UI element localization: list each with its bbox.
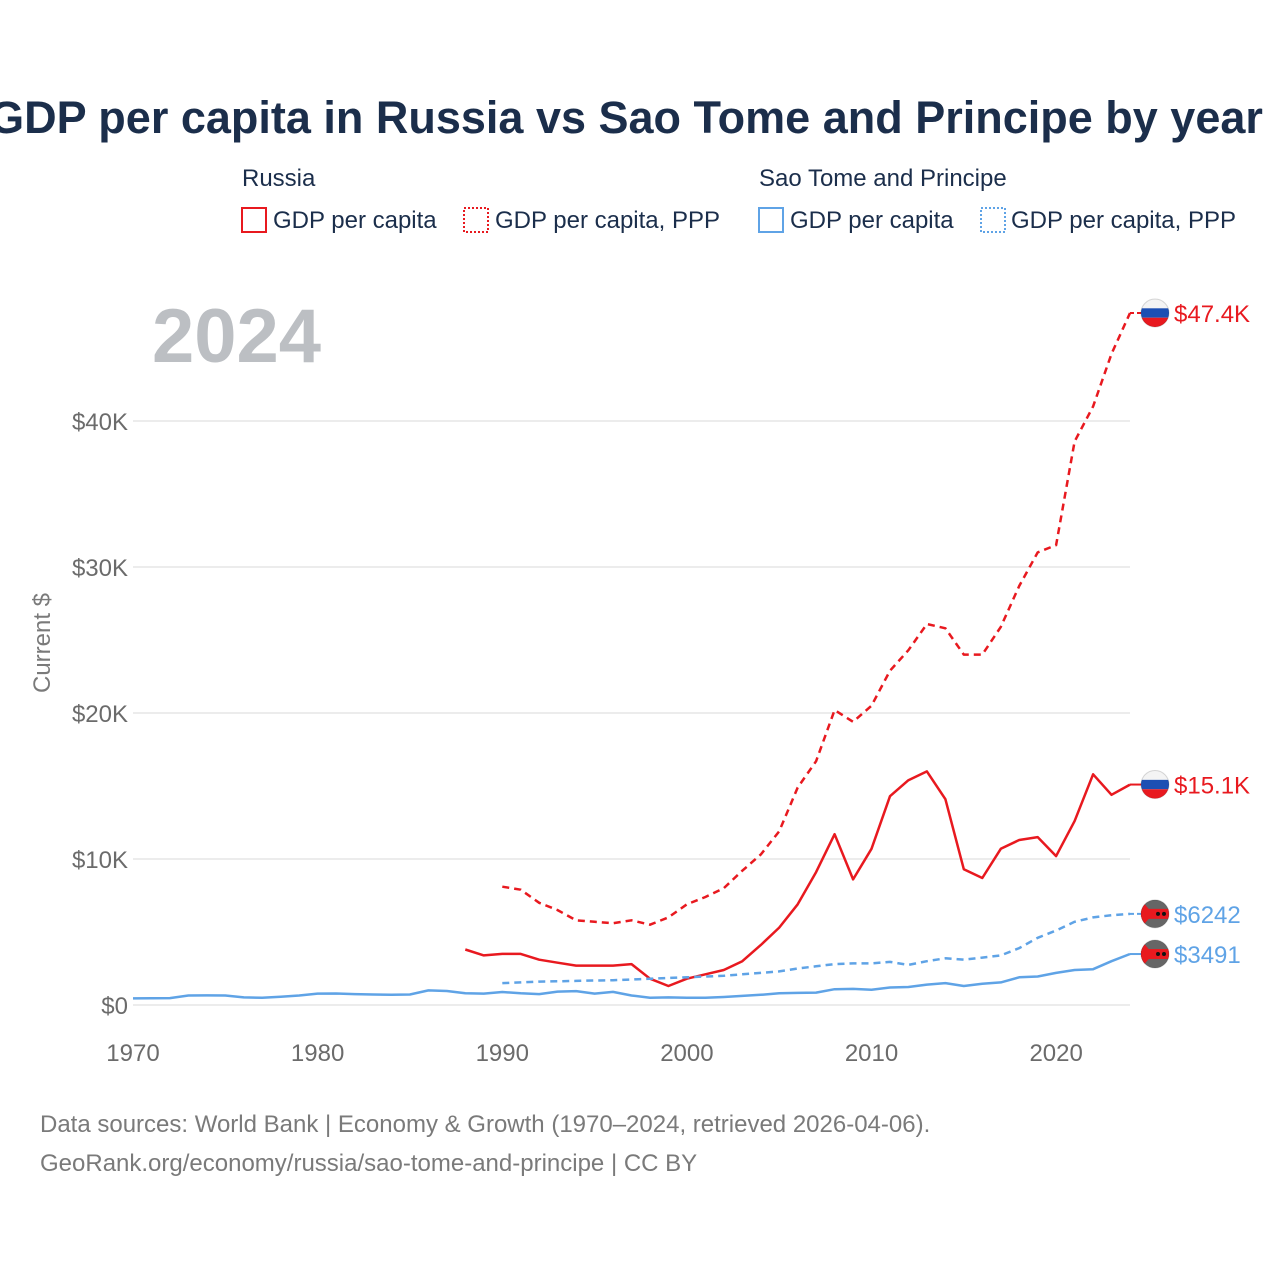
x-tick-label: 1980 bbox=[291, 1040, 344, 1067]
legend-swatch-russia-ppp bbox=[463, 207, 489, 233]
series-line-stp-ppp bbox=[502, 912, 1131, 985]
source-line-1: Data sources: World Bank | Economy & Gro… bbox=[40, 1111, 930, 1138]
stp-flag-icon bbox=[1140, 899, 1170, 929]
russia-flag-icon bbox=[1140, 298, 1170, 328]
y-tick-label: $20K bbox=[72, 701, 128, 728]
x-tick-label: 1990 bbox=[476, 1040, 529, 1067]
x-tick-label: 2020 bbox=[1029, 1040, 1082, 1067]
grid-layer bbox=[133, 420, 1130, 1006]
legend-label-russia-ppp: GDP per capita, PPP bbox=[495, 207, 720, 234]
series-line-russia-ppp bbox=[502, 312, 1132, 926]
legend-label-russia-gdp: GDP per capita bbox=[273, 207, 437, 234]
legend-swatch-stp-ppp bbox=[980, 207, 1006, 233]
x-tick-label: 2010 bbox=[845, 1040, 898, 1067]
series-line-russia-gdp bbox=[464, 770, 1131, 988]
legend-swatch-russia-gdp bbox=[241, 207, 267, 233]
legend: Russia GDP per capita GDP per capita, PP… bbox=[241, 165, 1236, 234]
russia-flag-icon bbox=[1140, 770, 1170, 800]
y-tick-label: $40K bbox=[72, 409, 128, 436]
source-line-2: GeoRank.org/economy/russia/sao-tome-and-… bbox=[40, 1150, 697, 1177]
highlight-year: 2024 bbox=[152, 294, 321, 379]
end-value-label: $6242 bbox=[1174, 902, 1241, 929]
y-tick-label: $30K bbox=[72, 555, 128, 582]
legend-label-stp-ppp: GDP per capita, PPP bbox=[1011, 207, 1236, 234]
y-tick-label: $10K bbox=[72, 847, 128, 874]
end-value-label: $3491 bbox=[1174, 942, 1241, 969]
legend-label-stp-gdp: GDP per capita bbox=[790, 207, 954, 234]
legend-group-stp: Sao Tome and Principe bbox=[759, 165, 1007, 192]
stp-flag-icon bbox=[1140, 939, 1170, 969]
legend-group-russia: Russia bbox=[242, 165, 316, 192]
end-markers: $47.4K $15.1K $6242 $3491 bbox=[1130, 298, 1250, 969]
chart-title: GDP per capita in Russia vs Sao Tome and… bbox=[0, 92, 1263, 143]
series-line-stp-gdp bbox=[132, 952, 1131, 1000]
legend-swatch-stp-gdp bbox=[758, 207, 784, 233]
x-tick-label: 2000 bbox=[660, 1040, 713, 1067]
y-axis-title: Current $ bbox=[29, 593, 56, 693]
series-layer bbox=[132, 312, 1132, 1000]
y-tick-label: $0 bbox=[101, 993, 128, 1020]
x-tick-label: 1970 bbox=[106, 1040, 159, 1067]
end-value-label: $47.4K bbox=[1174, 301, 1250, 328]
y-tick-labels: $0 $10K $20K $30K $40K bbox=[72, 409, 128, 1020]
end-value-label: $15.1K bbox=[1174, 773, 1250, 800]
x-tick-labels: 1970 1980 1990 2000 2010 2020 bbox=[106, 1040, 1083, 1067]
